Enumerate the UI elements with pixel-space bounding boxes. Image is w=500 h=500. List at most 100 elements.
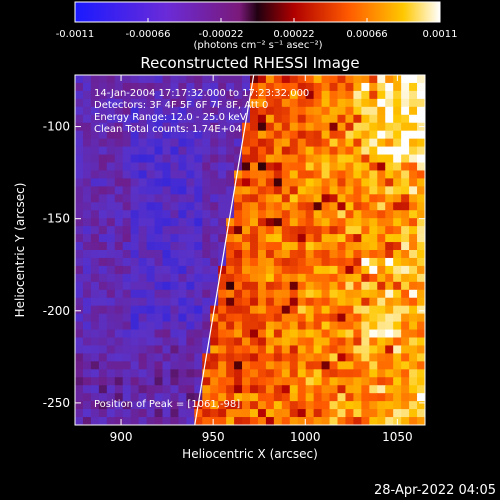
heatmap-cell — [273, 186, 283, 195]
heatmap-cell — [202, 106, 211, 116]
heatmap-cell — [138, 401, 148, 410]
heatmap-cell — [162, 281, 172, 291]
heatmap-cell — [337, 393, 347, 402]
heatmap-cell — [114, 305, 124, 315]
heatmap-cell — [345, 75, 355, 84]
heatmap-cell — [146, 226, 156, 235]
heatmap-cell — [170, 305, 180, 315]
heatmap-cell — [345, 202, 355, 211]
heatmap-cell — [273, 98, 283, 108]
heatmap-cell — [250, 218, 259, 227]
heatmap-cell — [226, 75, 235, 84]
heatmap-cell — [138, 313, 148, 323]
heatmap-cell — [257, 393, 267, 402]
heatmap-cell — [273, 106, 283, 116]
heatmap-cell — [194, 369, 203, 378]
heatmap-cell — [297, 146, 307, 156]
heatmap-cell — [409, 186, 418, 195]
heatmap-cell — [265, 289, 275, 299]
heatmap-cell — [409, 297, 418, 307]
heatmap-cell — [417, 242, 425, 251]
heatmap-cell — [417, 194, 425, 203]
heatmap-cell — [154, 250, 164, 259]
heatmap-cell — [234, 75, 243, 84]
heatmap-cell — [162, 385, 172, 394]
heatmap-cell — [242, 202, 251, 211]
heatmap-cell — [289, 369, 299, 378]
heatmap-cell — [305, 218, 315, 227]
heatmap-cell — [170, 202, 180, 211]
heatmap-cell — [226, 257, 235, 267]
colorbar-tick-label: 0.00022 — [273, 29, 314, 40]
heatmap-cell — [114, 289, 124, 299]
heatmap-cell — [218, 162, 227, 172]
heatmap-cell — [369, 393, 378, 402]
heatmap-cell — [345, 369, 355, 378]
heatmap-cell — [369, 385, 378, 394]
heatmap-cell — [385, 242, 394, 251]
heatmap-cell — [329, 321, 339, 331]
heatmap-cell — [170, 401, 180, 410]
heatmap-cell — [154, 98, 164, 108]
heatmap-cell — [353, 114, 362, 124]
heatmap-cell — [265, 281, 275, 291]
heatmap-cell — [170, 130, 180, 140]
heatmap-cell — [417, 345, 425, 355]
heatmap-cell — [393, 393, 402, 402]
heatmap-cell — [146, 130, 156, 140]
heatmap-cell — [186, 393, 195, 402]
heatmap-cell — [202, 114, 211, 124]
heatmap-cell — [345, 321, 355, 331]
heatmap-cell — [138, 265, 148, 275]
heatmap-cell — [385, 186, 394, 195]
heatmap-cell — [210, 202, 219, 211]
heatmap-cell — [401, 106, 410, 116]
heatmap-cell — [393, 82, 402, 92]
heatmap-cell — [257, 313, 267, 323]
heatmap-cell — [393, 202, 402, 211]
heatmap-cell — [273, 393, 283, 402]
heatmap-cell — [385, 218, 394, 227]
heatmap-cell — [178, 170, 187, 180]
heatmap-cell — [321, 250, 331, 259]
heatmap-cell — [369, 226, 378, 235]
heatmap-cell — [242, 281, 251, 291]
x-tick-label: 1000 — [290, 430, 321, 444]
heatmap-cell — [242, 130, 251, 140]
heatmap-cell — [234, 90, 243, 100]
heatmap-cell — [345, 353, 355, 362]
heatmap-cell — [313, 186, 323, 195]
heatmap-cell — [417, 226, 425, 235]
heatmap-cell — [186, 313, 195, 323]
heatmap-cell — [273, 154, 283, 164]
heatmap-cell — [417, 353, 425, 362]
heatmap-cell — [321, 369, 331, 378]
heatmap-cell — [178, 257, 187, 267]
heatmap-cell — [305, 170, 315, 180]
heatmap-cell — [265, 250, 275, 259]
heatmap-cell — [226, 122, 235, 132]
heatmap-cell — [265, 146, 275, 156]
heatmap-cell — [250, 265, 259, 275]
heatmap-cell — [146, 250, 156, 259]
heatmap-cell — [154, 313, 164, 323]
heatmap-cell — [234, 194, 243, 203]
heatmap-cell — [289, 154, 299, 164]
heatmap-cell — [361, 345, 370, 355]
heatmap-cell — [210, 401, 219, 410]
heatmap-cell — [289, 305, 299, 315]
heatmap-cell — [186, 369, 195, 378]
heatmap-cell — [75, 82, 84, 92]
heatmap-cell — [226, 377, 235, 386]
heatmap-cell — [170, 265, 180, 275]
heatmap-cell — [162, 146, 172, 156]
heatmap-cell — [265, 321, 275, 331]
heatmap-cell — [297, 250, 307, 259]
heatmap-cell — [162, 90, 172, 100]
heatmap-cell — [202, 369, 211, 378]
heatmap-cell — [138, 417, 148, 425]
heatmap-cell — [178, 417, 187, 425]
heatmap-cell — [130, 114, 140, 124]
heatmap-cell — [98, 178, 108, 187]
heatmap-cell — [273, 242, 283, 251]
